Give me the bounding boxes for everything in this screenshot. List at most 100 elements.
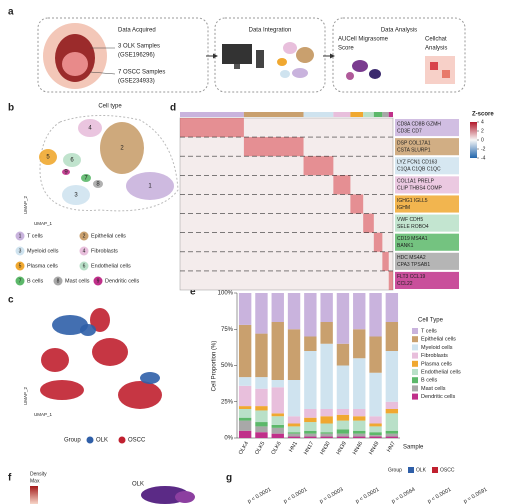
x-axis-title: Sample <box>403 445 424 451</box>
legend-label: Mast cells <box>421 386 446 392</box>
p-value: p < 0.0001 <box>283 487 309 504</box>
umap-cluster <box>140 372 160 384</box>
bar-segment <box>369 436 382 438</box>
bar-segment <box>304 436 317 438</box>
legend-label: Epithelial cells <box>421 337 456 343</box>
gene-box <box>395 214 459 232</box>
p-value: p < 0.0001 <box>355 487 381 504</box>
cluster-label: 6 <box>70 158 74 164</box>
gene-box <box>395 195 459 213</box>
gene-label: IGHG1 IGLL5 <box>397 198 428 204</box>
bar-segment <box>271 387 284 414</box>
z-tick-label: 4 <box>481 119 484 125</box>
legend-swatch <box>412 377 418 384</box>
gene-box <box>395 233 459 251</box>
heatmap-header <box>363 112 374 117</box>
bar-segment <box>287 423 301 427</box>
cluster-label: 9 <box>64 170 68 176</box>
computer <box>222 44 252 64</box>
x-tick-label: OLK5 <box>254 441 266 456</box>
legend-swatch <box>432 467 438 473</box>
mini-umap <box>277 42 314 78</box>
gene-label: FLT3 CCL19 <box>397 274 425 280</box>
gene-label: CD8A CD8B GZMH <box>397 121 441 127</box>
heatmap-block <box>180 118 244 138</box>
cluster-label: 5 <box>46 155 50 161</box>
bar-segment <box>304 430 317 434</box>
bar-segment <box>385 430 399 434</box>
cluster <box>62 185 90 205</box>
bar-segment <box>320 432 333 434</box>
density-umap <box>175 491 195 503</box>
gene-label: CD19 MS4A1 <box>397 236 428 242</box>
axis-label: UMAP_2 <box>23 386 28 405</box>
bar-segment <box>238 406 252 409</box>
text: 3 OLK Samples <box>118 44 160 50</box>
gene-label: COL1A1 PRELP <box>397 179 435 185</box>
z-tick-label: 0 <box>481 137 484 143</box>
bar-segment <box>385 436 399 438</box>
y-tick-label: 25% <box>221 399 234 405</box>
legend-swatch <box>412 344 418 351</box>
bar-segment <box>304 293 317 337</box>
legend-swatch <box>412 352 418 359</box>
text: (GSE234933) <box>118 79 155 85</box>
legend-label: Plasma cells <box>27 263 58 269</box>
heatmap-block <box>243 137 304 157</box>
bar-segment <box>271 416 284 425</box>
bar-segment <box>369 336 382 373</box>
heatmap-header <box>382 112 389 117</box>
legend-label: OSCC <box>440 467 455 473</box>
bar-segment <box>385 433 399 437</box>
bar-segment <box>255 293 268 334</box>
heatmap-header <box>303 112 334 117</box>
bar-segment <box>287 433 301 437</box>
cluster <box>81 174 91 182</box>
legend-swatch <box>412 369 418 375</box>
legend-label: Fibroblasts <box>421 353 448 359</box>
gene-label: CPA3 TPSAB1 <box>397 262 430 268</box>
heatmap-header <box>333 112 351 117</box>
heatmap-block <box>373 232 383 252</box>
bar-segment <box>336 420 350 430</box>
legend-id: 7 <box>19 278 22 284</box>
legend-max: Max <box>30 478 40 484</box>
bar-segment <box>238 417 252 421</box>
legend-swatch <box>15 231 25 241</box>
y-tick-label: 100% <box>218 291 234 297</box>
bar-segment <box>304 336 317 351</box>
bar-segment <box>255 426 268 433</box>
legend-swatch <box>93 276 103 286</box>
gene-label: BANK1 <box>397 243 414 249</box>
gene-label: C1QA C1QB C1QC <box>397 167 441 173</box>
legend-title: Z-score <box>472 112 494 118</box>
heatmap-header <box>350 112 364 117</box>
density-scale <box>30 486 38 504</box>
bar-segment <box>336 409 350 415</box>
heading: Cell type <box>98 104 122 110</box>
z-tick-label: -4 <box>481 155 486 161</box>
bar-segment <box>271 380 284 388</box>
z-scale <box>470 122 477 158</box>
bar-segment <box>385 401 399 409</box>
bar-segment <box>255 406 268 411</box>
legend-title: Group <box>388 467 402 473</box>
gene-label: SELE ROBO4 <box>397 224 429 230</box>
legend-swatch <box>412 328 418 334</box>
bar-segment <box>320 293 333 322</box>
bar-segment <box>304 351 317 409</box>
bar-segment <box>271 427 284 434</box>
gene-box <box>395 252 459 270</box>
bar-segment <box>320 343 333 409</box>
panel-label: d <box>170 103 176 114</box>
legend-id: 9 <box>97 278 100 284</box>
bar-segment <box>287 426 301 433</box>
legend-label: T cells <box>27 233 43 239</box>
group-label: OLK <box>132 482 144 488</box>
panel-label: f <box>8 473 12 484</box>
mini-heatmap <box>425 56 455 84</box>
bar-segment <box>255 377 268 389</box>
legend-label: OSCC <box>128 438 146 444</box>
gene-label: CSTA SLURP1 <box>397 147 431 153</box>
bar-segment <box>271 433 284 438</box>
